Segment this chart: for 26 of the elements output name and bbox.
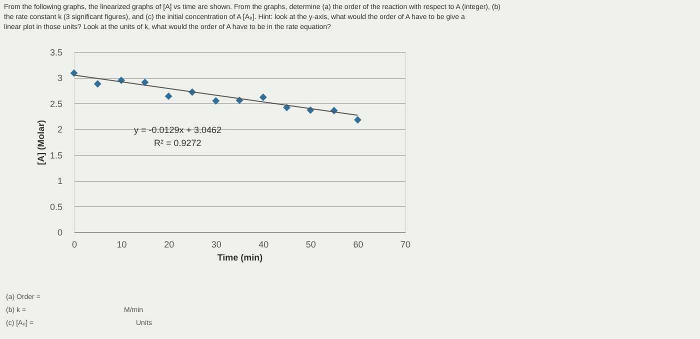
- x-tick-label: 50: [306, 240, 316, 250]
- point: [164, 92, 172, 100]
- y-axis-title: [A] (Molar): [36, 120, 46, 165]
- y-tick-label: 2.5: [50, 98, 62, 109]
- x-tick-label: 0: [72, 240, 78, 250]
- x-tick-label: 40: [258, 240, 269, 250]
- x-tick-label: 30: [211, 240, 222, 250]
- point: [259, 94, 267, 101]
- y-tick-label: 2: [57, 124, 62, 135]
- y-tick-label: 0: [57, 228, 62, 238]
- point: [70, 69, 78, 77]
- y-tick-label: 3.5: [50, 48, 62, 58]
- x-tick-label: 10: [116, 240, 127, 250]
- y-tick-label: 1.5: [50, 150, 62, 160]
- y-tick-label: 3: [57, 73, 62, 84]
- annotation: y = -0.0129x + 3.0462: [134, 125, 222, 135]
- y-tick-label: 0.5: [50, 202, 62, 212]
- x-axis-title: Time (min): [217, 252, 263, 262]
- point: [212, 97, 220, 105]
- x-tick-label: 70: [400, 240, 411, 250]
- y-tick-label: 1: [57, 176, 62, 186]
- x-tick-label: 60: [353, 240, 364, 250]
- x-tick-label: 20: [164, 240, 174, 250]
- annotation: R² = 0.9272: [154, 138, 202, 148]
- point: [354, 116, 362, 124]
- point: [94, 80, 102, 88]
